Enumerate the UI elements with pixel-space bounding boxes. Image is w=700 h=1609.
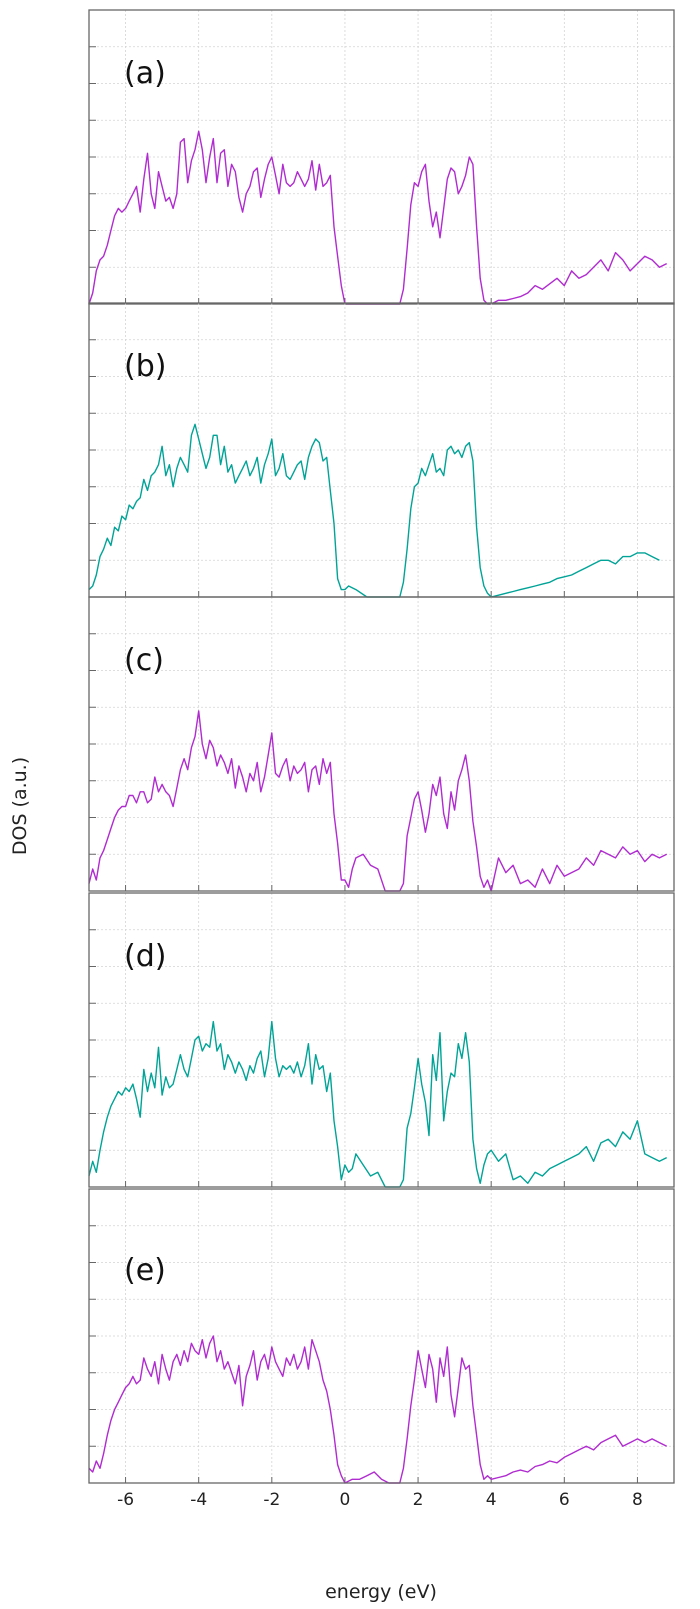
dos-panel: (d) [88, 892, 675, 1188]
dos-series-line [88, 423, 660, 598]
x-tick-label: 2 [413, 1490, 424, 1510]
x-tick-label: 8 [632, 1490, 643, 1510]
x-axis-ticks: -6 -4 -2 0 2 4 6 8 [117, 1490, 643, 1510]
dos-panels: (a) (b) (c) (d) (e) [88, 9, 675, 1484]
panel-frame [88, 1188, 675, 1484]
dos-series-line [88, 130, 668, 305]
dos-series-line [88, 1335, 668, 1484]
x-tick-label: 4 [486, 1490, 497, 1510]
x-tick-label: -4 [190, 1490, 207, 1510]
panel-label: (b) [124, 349, 166, 384]
x-tick-label: 6 [559, 1490, 570, 1510]
x-tick-label: -2 [263, 1490, 280, 1510]
panel-label: (a) [124, 56, 166, 91]
dos-series-line [88, 1020, 668, 1188]
dos-panel: (a) [88, 9, 675, 305]
panel-label: (d) [124, 939, 166, 974]
dos-panel: (b) [88, 302, 675, 598]
panel-frame [88, 892, 675, 1188]
dos-series-line [88, 710, 668, 892]
panel-frame [88, 596, 675, 892]
panel-frame [88, 9, 675, 305]
panel-label: (e) [124, 1253, 166, 1288]
y-axis-title: DOS (a.u.) [9, 757, 31, 855]
dos-panel: (e) [88, 1188, 675, 1484]
x-tick-label: -6 [117, 1490, 134, 1510]
panel-label: (c) [124, 643, 164, 678]
x-tick-label: 0 [340, 1490, 351, 1510]
dos-panel: (c) [88, 596, 675, 892]
x-axis-title: energy (eV) [325, 1581, 437, 1603]
